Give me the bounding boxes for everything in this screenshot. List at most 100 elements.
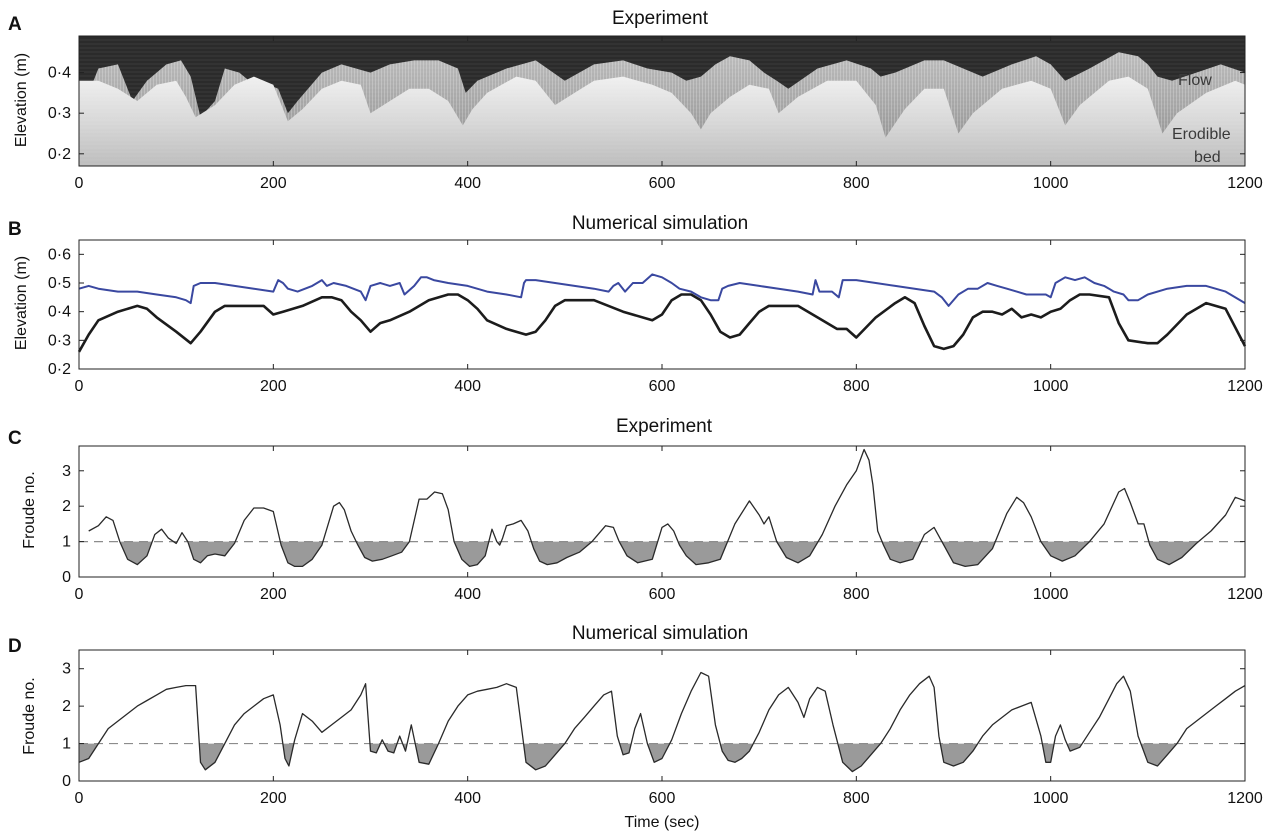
subcritical-fill	[199, 743, 224, 770]
subcritical-fill	[370, 743, 381, 753]
subcritical-fill	[416, 743, 438, 765]
x-tick-label: 400	[454, 175, 481, 192]
x-tick-label: 200	[260, 586, 287, 603]
x-tick-label: 400	[454, 378, 481, 395]
panel-c: C Experiment Froude no. 0 200 400 600 800 100…	[8, 416, 1263, 603]
x-tick-label: 1200	[1227, 790, 1263, 807]
panel-d-title: Numerical simulation	[572, 623, 748, 644]
subcritical-fill	[942, 541, 995, 567]
subcritical-fill	[882, 541, 921, 563]
panel-d-label: D	[8, 636, 22, 657]
x-tick-label: 800	[843, 175, 870, 192]
subcritical-fill	[1067, 743, 1082, 752]
x-tick-label: 0	[75, 378, 84, 395]
panel-d-axes: 0 200 400 600 800 1000 1200 0 1 2 3	[62, 649, 1263, 807]
y-tick-label: 0	[62, 773, 71, 790]
panel-b-ylabel: Elevation (m)	[13, 256, 30, 350]
subcritical-fill	[283, 743, 294, 766]
annotation-flow: Flow	[1178, 72, 1212, 89]
subcritical-fill	[79, 743, 98, 763]
x-tick-label: 400	[454, 790, 481, 807]
x-tick-label: 1200	[1227, 175, 1263, 192]
x-tick-label: 200	[260, 378, 287, 395]
subcritical-fill	[678, 541, 728, 565]
x-tick-label: 0	[75, 175, 84, 192]
panel-c-axes: 0 200 400 600 800 1000 1200 0 1 2 3	[62, 445, 1263, 603]
x-tick-label: 600	[649, 790, 676, 807]
panel-d-ylabel: Froude no.	[21, 677, 38, 754]
x-tick-label: 600	[649, 586, 676, 603]
x-tick-label: 1200	[1227, 586, 1263, 603]
subcritical-fill	[120, 541, 152, 565]
x-tick-label: 1000	[1033, 586, 1069, 603]
subcritical-fill	[356, 541, 409, 562]
y-tick-label: 0	[62, 569, 71, 586]
y-tick-label: 2	[62, 698, 71, 715]
x-tick-label: 800	[843, 378, 870, 395]
y-tick-label: 3	[62, 661, 71, 678]
x-tick-label: 1200	[1227, 378, 1263, 395]
subcritical-fill	[188, 541, 235, 563]
subcritical-fill	[1141, 743, 1176, 766]
panel-a-ylabel: Elevation (m)	[13, 53, 30, 147]
series-froude-number	[88, 448, 1246, 568]
panel-b-plot	[77, 273, 1247, 353]
x-tick-label: 800	[843, 586, 870, 603]
panel-a-image	[79, 36, 1245, 166]
panel-a: A Experiment Elevation (m) 0 200 400 600 800…	[8, 8, 1263, 192]
x-tick-label: 200	[260, 790, 287, 807]
plot-frame	[78, 239, 1246, 370]
panel-d-plot	[78, 671, 1246, 773]
x-tick-label: 1000	[1033, 175, 1069, 192]
plot-frame	[78, 649, 1246, 782]
panel-c-ylabel: Froude no.	[21, 471, 38, 548]
subcritical-fill	[281, 541, 323, 567]
annotation-bed: bed	[1194, 149, 1221, 166]
panel-c-title: Experiment	[616, 416, 713, 437]
annotation-erodible: Erodible	[1172, 126, 1231, 143]
y-tick-label: 0·4	[48, 65, 71, 82]
subcritical-fill	[940, 743, 977, 766]
y-tick-label: 0·5	[48, 275, 71, 292]
subcritical-fill	[648, 743, 669, 763]
y-tick-label: 0·3	[48, 105, 71, 122]
series-bed-elevation	[77, 293, 1247, 353]
panel-b-axes: 0 200 400 600 800 1000 1200 0·2 0·3 0·4 0·5 0·6	[48, 239, 1263, 395]
subcritical-fill	[531, 541, 592, 565]
x-tick-label: 200	[260, 175, 287, 192]
x-tick-label: 0	[75, 790, 84, 807]
subcritical-fill	[620, 541, 658, 563]
panel-c-plot	[79, 448, 1246, 568]
y-tick-label: 2	[62, 498, 71, 515]
x-tick-label: 600	[649, 175, 676, 192]
subcritical-fill	[721, 743, 753, 763]
series-froude-number	[78, 671, 1246, 773]
panel-b-title: Numerical simulation	[572, 213, 748, 234]
subcritical-fill	[524, 743, 564, 770]
subcritical-fill	[838, 743, 880, 772]
subcritical-fill	[1149, 541, 1199, 565]
panel-d: D Numerical simulation Froude no. 0 200 40…	[8, 623, 1263, 807]
y-tick-label: 0·6	[48, 246, 71, 263]
x-tick-label: 1000	[1033, 378, 1069, 395]
y-tick-label: 0·3	[48, 332, 71, 349]
y-tick-label: 0·2	[48, 146, 71, 163]
bed-region	[79, 76, 1245, 166]
x-tick-label: 0	[75, 586, 84, 603]
x-tick-label: 1000	[1033, 790, 1069, 807]
panel-a-label: A	[8, 14, 22, 35]
y-tick-label: 0·4	[48, 304, 71, 321]
x-tick-label: 800	[843, 790, 870, 807]
series-water-surface	[78, 273, 1246, 307]
panel-b-label: B	[8, 219, 22, 240]
panel-a-title: Experiment	[612, 8, 709, 29]
x-tick-label: 600	[649, 378, 676, 395]
panel-b: B Numerical simulation Elevation (m) 0 20…	[8, 213, 1263, 395]
y-tick-label: 3	[62, 463, 71, 480]
panel-c-label: C	[8, 428, 22, 449]
y-tick-label: 0·2	[48, 361, 71, 378]
y-tick-label: 1	[62, 736, 71, 753]
x-axis-label: Time (sec)	[625, 814, 700, 831]
subcritical-fill	[1041, 541, 1089, 562]
